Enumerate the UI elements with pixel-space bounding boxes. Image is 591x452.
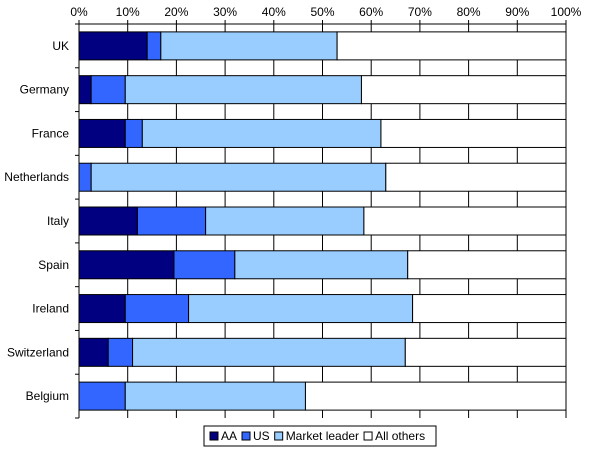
bar-germany-us — [90, 75, 126, 105]
bar-germany-aa — [78, 75, 92, 105]
bar-belgium-all-others — [304, 381, 567, 411]
legend-box — [203, 425, 437, 447]
category-label: Germany — [20, 83, 69, 97]
category-label: Switzerland — [7, 345, 69, 359]
category-label: Italy — [47, 214, 69, 228]
category-label: UK — [52, 39, 69, 53]
x-tick-label: 50% — [310, 5, 334, 19]
bar-belgium-us — [78, 381, 126, 411]
x-tick-label: 10% — [116, 5, 140, 19]
bar-switzerland-us — [107, 337, 134, 367]
category-label: Spain — [38, 258, 69, 272]
bar-uk-all-others — [336, 31, 567, 61]
legend-swatch-all-others — [363, 431, 373, 441]
bar-ireland-us — [124, 294, 190, 324]
bar-spain-us — [173, 250, 236, 280]
bars — [78, 31, 567, 411]
bar-france-market-leader — [141, 118, 382, 148]
legend-label: AA — [221, 429, 237, 443]
bar-italy-market-leader — [205, 206, 365, 236]
legend-swatch-aa — [209, 431, 219, 441]
x-tick-label: 40% — [262, 5, 286, 19]
bar-switzerland-market-leader — [132, 337, 406, 367]
bar-spain-all-others — [407, 250, 567, 280]
bar-italy-all-others — [363, 206, 567, 236]
x-tick-label: 80% — [457, 5, 481, 19]
bar-ireland-aa — [78, 294, 126, 324]
bar-switzerland-all-others — [404, 337, 567, 367]
bar-germany-market-leader — [124, 75, 362, 105]
x-tick-label: 90% — [505, 5, 529, 19]
legend-label: Market leader — [286, 429, 359, 443]
bar-netherlands-all-others — [385, 162, 567, 192]
x-tick-labels: 0% 10% 20% 30% 40% 50% 60% 70% 80% 90% 100% — [70, 5, 581, 19]
bar-ireland-market-leader — [188, 294, 414, 324]
bar-switzerland-aa — [78, 337, 109, 367]
bar-spain-market-leader — [234, 250, 409, 280]
bar-france-aa — [78, 118, 126, 148]
bar-france-us — [124, 118, 143, 148]
bar-belgium-market-leader — [124, 381, 306, 411]
bar-italy-aa — [78, 206, 138, 236]
axes — [75, 20, 567, 419]
category-label: Netherlands — [4, 170, 69, 184]
category-label: Belgium — [26, 389, 69, 403]
x-tick-label: 100% — [551, 5, 582, 19]
bar-germany-all-others — [360, 75, 567, 105]
category-labels: UK Germany France Netherlands Italy Spain Irel… — [4, 39, 69, 403]
legend: AA US Market leader All others — [203, 425, 437, 447]
legend-label: US — [253, 429, 270, 443]
category-label: Ireland — [32, 302, 69, 316]
bar-netherlands-market-leader — [90, 162, 387, 192]
x-tick-label: 60% — [359, 5, 383, 19]
category-label: France — [32, 126, 70, 140]
x-tick-label: 30% — [213, 5, 237, 19]
x-tick-label: 20% — [164, 5, 188, 19]
x-tick-label: 70% — [408, 5, 432, 19]
legend-label: All others — [375, 429, 425, 443]
bar-france-all-others — [380, 118, 567, 148]
legend-swatch-market-leader — [274, 431, 284, 441]
bar-uk-aa — [78, 31, 148, 61]
bar-spain-aa — [78, 250, 175, 280]
legend-swatch-us — [241, 431, 251, 441]
bar-netherlands-us — [78, 162, 92, 192]
x-tick-label: 0% — [70, 5, 88, 19]
bar-uk-market-leader — [160, 31, 338, 61]
bar-uk-us — [146, 31, 162, 61]
bar-italy-us — [136, 206, 207, 236]
bar-ireland-all-others — [412, 294, 567, 324]
